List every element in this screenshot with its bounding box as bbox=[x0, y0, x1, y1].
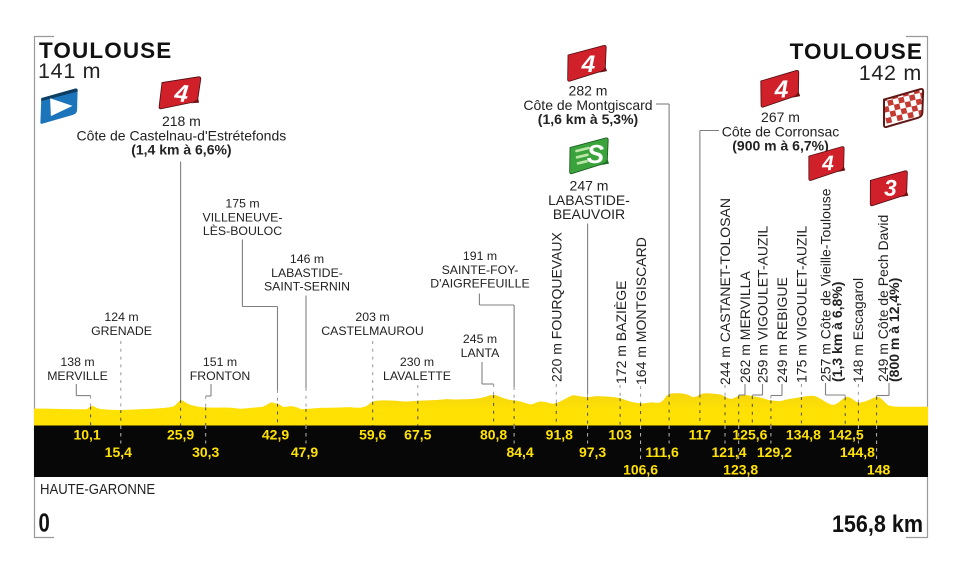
svg-text:151 m: 151 m bbox=[203, 355, 237, 369]
svg-text:146 m: 146 m bbox=[290, 252, 324, 266]
svg-text:144,8: 144,8 bbox=[840, 444, 875, 460]
svg-text:230 m: 230 m bbox=[400, 355, 434, 369]
svg-text:(1,4 km à 6,6%): (1,4 km à 6,6%) bbox=[131, 142, 231, 158]
svg-text:TOULOUSE: TOULOUSE bbox=[39, 38, 172, 63]
svg-text:67,5: 67,5 bbox=[404, 427, 431, 443]
svg-text:42,9: 42,9 bbox=[262, 427, 289, 443]
svg-text:111,6: 111,6 bbox=[645, 444, 679, 460]
svg-text:4: 4 bbox=[172, 80, 190, 108]
svg-text:142,5: 142,5 bbox=[829, 427, 864, 443]
svg-text:D'AIGREFEUILLE: D'AIGREFEUILLE bbox=[430, 277, 529, 291]
svg-text:4: 4 bbox=[821, 152, 834, 175]
svg-text:SAINT-SERNIN: SAINT-SERNIN bbox=[264, 280, 350, 294]
svg-text:123,8: 123,8 bbox=[723, 462, 758, 478]
svg-text:(1,6 km à 5,3%): (1,6 km à 5,3%) bbox=[538, 111, 638, 127]
svg-text:148: 148 bbox=[867, 462, 891, 478]
svg-text:175 m: 175 m bbox=[225, 197, 259, 211]
svg-text:S: S bbox=[587, 139, 605, 169]
svg-text:LABASTIDE-: LABASTIDE- bbox=[271, 266, 343, 280]
svg-text:97,3: 97,3 bbox=[579, 444, 606, 460]
svg-text:218 m: 218 m bbox=[162, 113, 201, 129]
svg-text:148 m Escagarol: 148 m Escagarol bbox=[850, 278, 866, 383]
svg-text:124 m: 124 m bbox=[104, 310, 138, 324]
svg-text:259 m VIGOULET-AUZIL: 259 m VIGOULET-AUZIL bbox=[755, 226, 771, 383]
svg-text:FRONTON: FRONTON bbox=[190, 369, 251, 383]
svg-text:134,8: 134,8 bbox=[786, 427, 821, 443]
svg-text:SAINTE-FOY-: SAINTE-FOY- bbox=[442, 263, 519, 277]
svg-text:Côte de Corronsac: Côte de Corronsac bbox=[722, 123, 840, 139]
svg-text:LÈS-BOULOC: LÈS-BOULOC bbox=[203, 223, 282, 238]
svg-text:203 m: 203 m bbox=[355, 310, 389, 324]
svg-text:CASTELMAUROU: CASTELMAUROU bbox=[321, 324, 424, 338]
svg-text:30,3: 30,3 bbox=[192, 444, 219, 460]
svg-text:4: 4 bbox=[773, 76, 789, 103]
svg-text:121,4: 121,4 bbox=[711, 444, 746, 460]
svg-text:106,6: 106,6 bbox=[623, 462, 658, 478]
svg-text:MERVILLE: MERVILLE bbox=[47, 369, 108, 383]
svg-text:249 m Côte de Pech David: 249 m Côte de Pech David bbox=[875, 215, 891, 382]
svg-text:156,8 km: 156,8 km bbox=[832, 510, 923, 538]
svg-text:LAVALETTE: LAVALETTE bbox=[383, 369, 451, 383]
svg-text:0: 0 bbox=[39, 508, 50, 537]
svg-text:4: 4 bbox=[581, 51, 596, 78]
svg-text:91,8: 91,8 bbox=[546, 427, 573, 443]
svg-text:257 m Côte de Vieille-Toulouse: 257 m Côte de Vieille-Toulouse bbox=[818, 188, 834, 382]
svg-text:TOULOUSE: TOULOUSE bbox=[790, 39, 923, 64]
svg-text:(1,3 km à 6,8%): (1,3 km à 6,8%) bbox=[829, 282, 845, 382]
svg-text:262 m MERVILLA: 262 m MERVILLA bbox=[737, 271, 753, 383]
svg-text:138 m: 138 m bbox=[60, 355, 94, 369]
svg-text:175 m VIGOULET-AUZIL: 175 m VIGOULET-AUZIL bbox=[794, 226, 810, 383]
svg-text:247 m: 247 m bbox=[570, 178, 609, 194]
svg-text:191 m: 191 m bbox=[463, 249, 497, 263]
svg-text:103: 103 bbox=[608, 427, 632, 443]
svg-text:141 m: 141 m bbox=[38, 59, 101, 83]
svg-text:GRENADE: GRENADE bbox=[91, 324, 152, 338]
svg-text:59,6: 59,6 bbox=[359, 427, 386, 443]
svg-text:VILLENEUVE-: VILLENEUVE- bbox=[203, 210, 283, 224]
svg-text:267 m: 267 m bbox=[761, 109, 800, 125]
svg-text:249 m REBIGUE: 249 m REBIGUE bbox=[774, 277, 790, 383]
svg-text:Côte de Castelnau-d'Estrétefon: Côte de Castelnau-d'Estrétefonds bbox=[77, 127, 287, 143]
svg-text:(900 m à 6,7%): (900 m à 6,7%) bbox=[732, 138, 829, 154]
svg-text:Côte de Montgiscard: Côte de Montgiscard bbox=[523, 97, 652, 113]
svg-text:LABASTIDE-: LABASTIDE- bbox=[548, 192, 630, 208]
svg-text:10,1: 10,1 bbox=[73, 427, 100, 443]
svg-text:80,8: 80,8 bbox=[480, 427, 507, 443]
svg-text:117: 117 bbox=[689, 427, 712, 443]
svg-text:244 m CASTANET-TOLOSAN: 244 m CASTANET-TOLOSAN bbox=[717, 198, 733, 385]
svg-text:3: 3 bbox=[884, 175, 897, 201]
svg-text:15,4: 15,4 bbox=[105, 444, 132, 460]
svg-text:LANTA: LANTA bbox=[461, 346, 501, 360]
svg-text:HAUTE-GARONNE: HAUTE-GARONNE bbox=[40, 480, 155, 497]
svg-text:129,2: 129,2 bbox=[757, 444, 792, 460]
svg-text:164 m MONTGISCARD: 164 m MONTGISCARD bbox=[633, 237, 649, 385]
svg-text:142 m: 142 m bbox=[859, 61, 922, 85]
svg-text:25,9: 25,9 bbox=[167, 427, 194, 443]
svg-text:282 m: 282 m bbox=[569, 83, 608, 99]
svg-text:125,6: 125,6 bbox=[732, 427, 767, 443]
svg-text:(800 m à 12,4%): (800 m à 12,4%) bbox=[886, 278, 902, 382]
svg-text:BEAUVOIR: BEAUVOIR bbox=[553, 206, 625, 222]
svg-text:84,4: 84,4 bbox=[506, 444, 533, 460]
svg-text:245 m: 245 m bbox=[463, 332, 497, 346]
svg-text:172 m BAZIÈGE: 172 m BAZIÈGE bbox=[613, 281, 629, 384]
svg-text:220 m FOURQUEVAUX: 220 m FOURQUEVAUX bbox=[548, 231, 564, 382]
svg-text:47,9: 47,9 bbox=[291, 444, 318, 460]
